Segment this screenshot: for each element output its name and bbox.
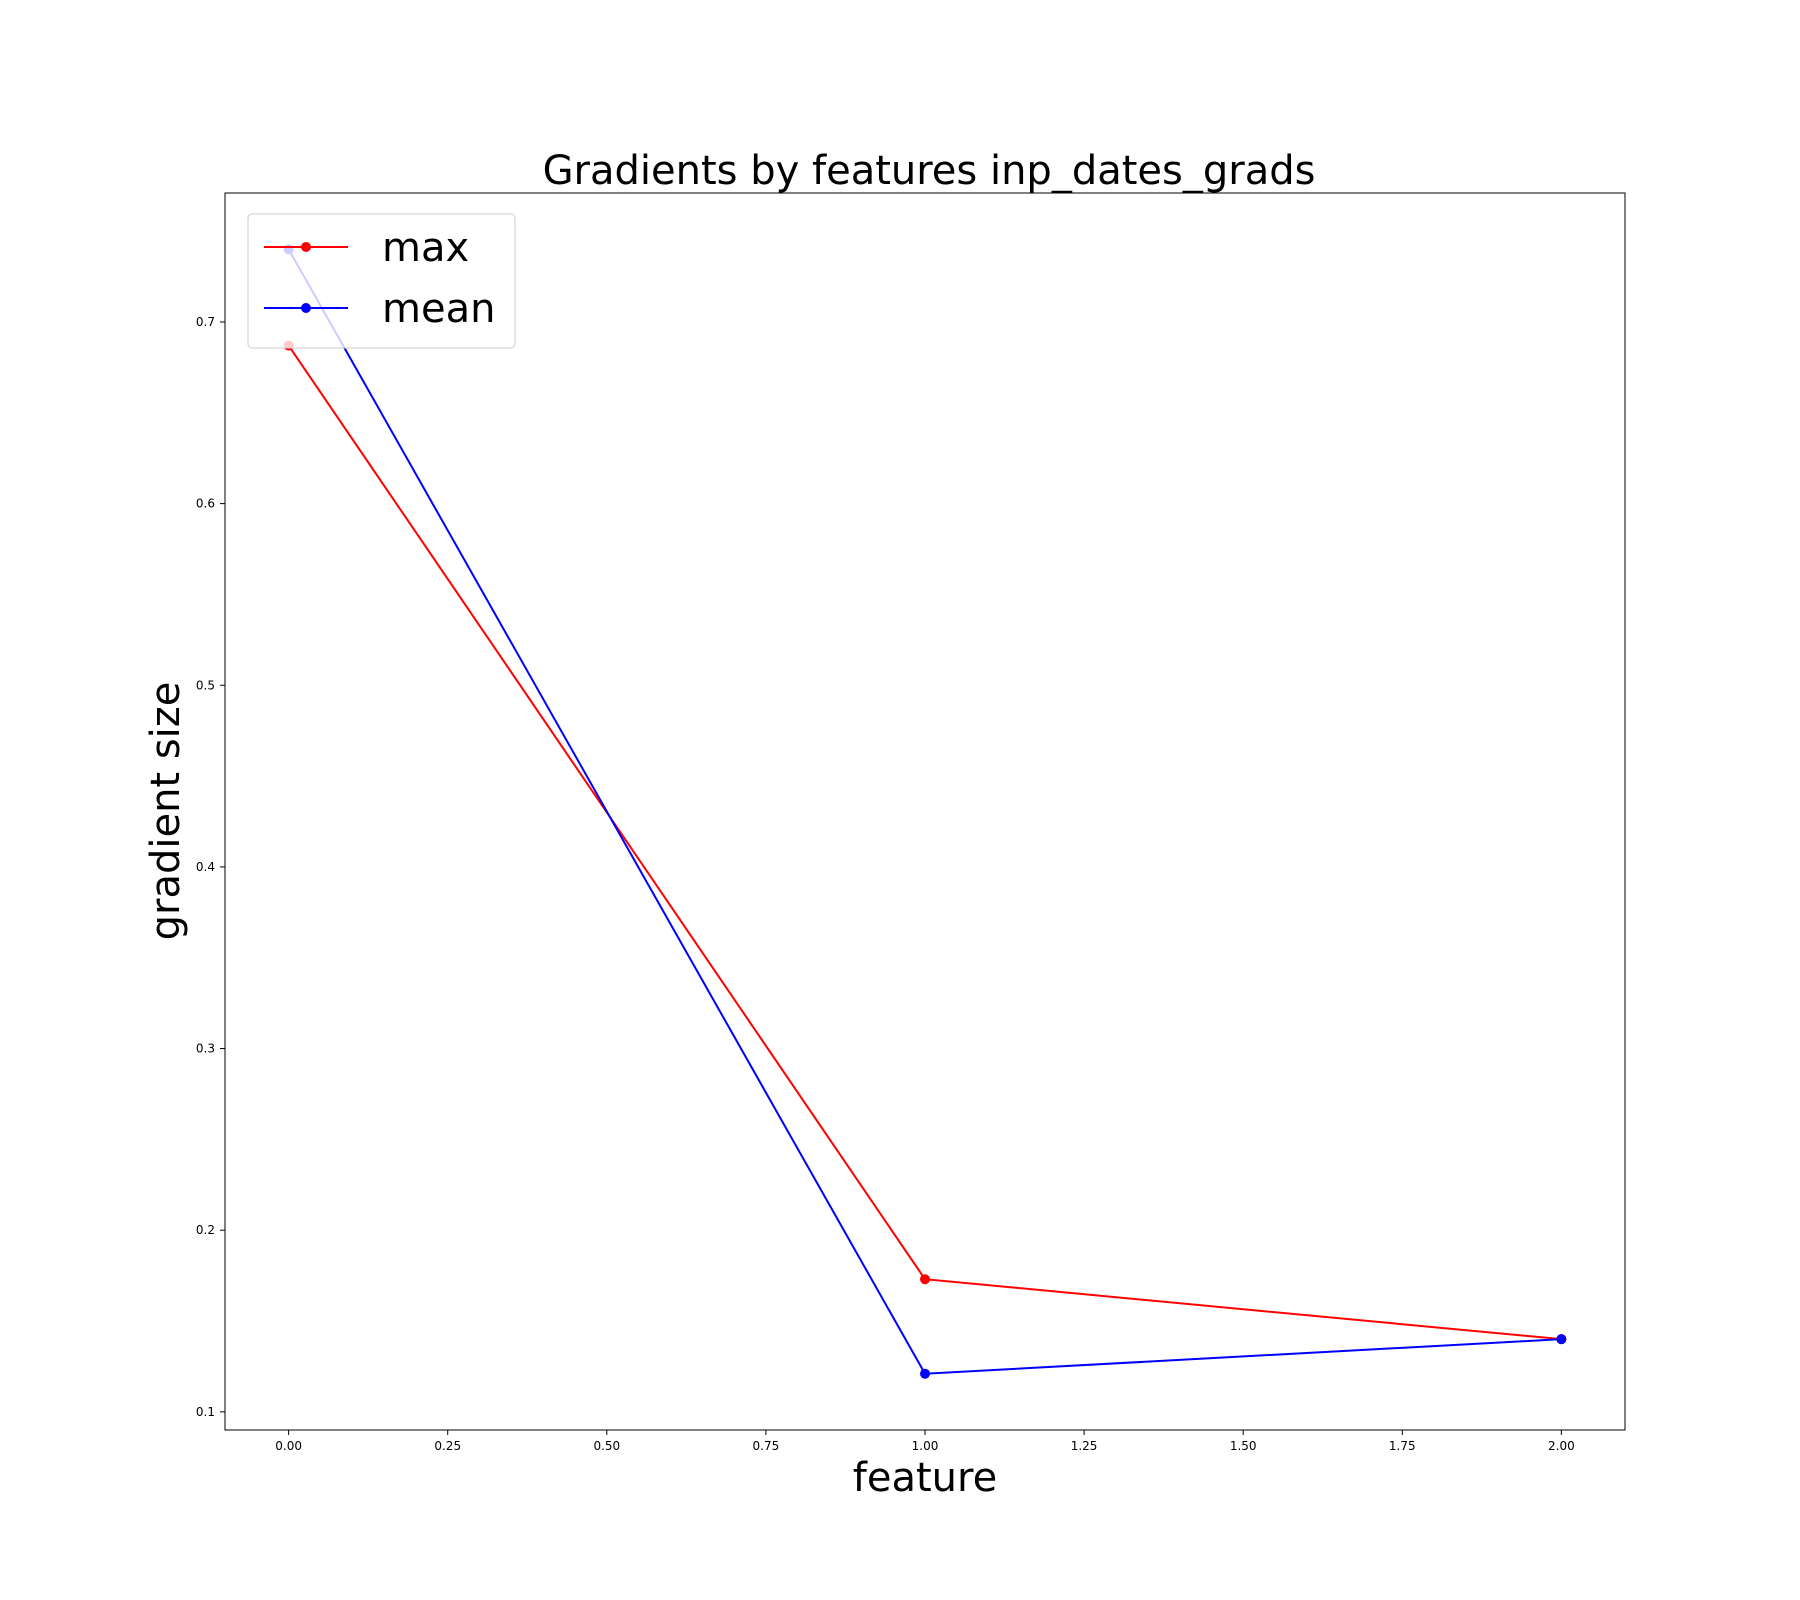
legend-marker-mean [301, 303, 311, 313]
x-tick-label: 0.50 [593, 1439, 620, 1453]
x-axis-label: feature [853, 1455, 997, 1501]
legend-label-max: max [382, 225, 469, 271]
series-layer [283, 244, 1567, 1379]
x-tick-label: 1.50 [1230, 1439, 1257, 1453]
y-axis-label: gradient size [143, 682, 189, 941]
legend: max mean [247, 213, 516, 349]
y-tick-label: 0.7 [196, 315, 215, 329]
data-point-max [920, 1274, 930, 1285]
legend-marker-max [301, 242, 311, 252]
x-tick-label: 0.00 [275, 1439, 302, 1453]
plot-frame [224, 192, 1626, 1431]
x-tick-label: 0.25 [434, 1439, 461, 1453]
x-tick-label: 0.75 [753, 1439, 780, 1453]
legend-label-mean: mean [382, 286, 495, 332]
x-tick-label: 1.00 [912, 1439, 939, 1453]
y-tick-label: 0.2 [196, 1223, 215, 1237]
x-axis-ticks: 0.00 0.25 0.50 0.75 1.00 1.25 1.50 1.75 2.00 [275, 1430, 1575, 1453]
y-axis-ticks: 0.1 0.2 0.3 0.4 0.5 0.6 0.7 [196, 315, 225, 1419]
y-tick-label: 0.6 [196, 497, 215, 511]
x-tick-label: 1.25 [1071, 1439, 1098, 1453]
legend-entries: max mean [264, 225, 495, 332]
y-tick-label: 0.5 [196, 678, 215, 692]
chart-title: Gradients by features inp_dates_grads [543, 148, 1316, 194]
y-tick-label: 0.1 [196, 1405, 215, 1419]
x-tick-label: 1.75 [1389, 1439, 1416, 1453]
y-tick-label: 0.4 [196, 860, 215, 874]
data-point-mean [1556, 1334, 1567, 1345]
y-tick-label: 0.3 [196, 1042, 215, 1056]
x-tick-label: 2.00 [1548, 1439, 1575, 1453]
data-point-mean [920, 1368, 930, 1379]
